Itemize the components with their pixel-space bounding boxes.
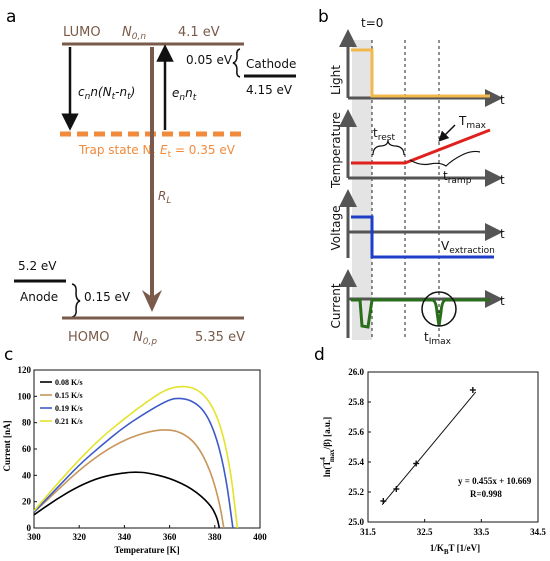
anode-energy: 5.2 eV — [18, 259, 57, 273]
tmax-arrow — [438, 124, 456, 142]
d-ytick-label: 25.6 — [348, 427, 364, 437]
tmax-label: Tmax — [458, 114, 487, 131]
c-xtick-label: 340 — [118, 532, 132, 542]
lumo-energy: 4.1 eV — [178, 25, 220, 40]
cathode-brace — [232, 48, 241, 78]
homo-label: HOMO — [68, 330, 109, 345]
anode-brace — [71, 283, 81, 318]
d-fit-line — [381, 391, 477, 506]
c-series-line — [33, 397, 234, 529]
n0p-label: N0,p — [133, 330, 157, 347]
rl-label: RL — [158, 189, 171, 206]
d-ytick-label: 25.2 — [348, 487, 364, 497]
t0-label: t=0 — [361, 16, 383, 30]
c-series-line — [33, 429, 225, 529]
c-xtick-label: 400 — [253, 532, 267, 542]
current-xlabel: t — [500, 294, 505, 308]
c-legend-label: 0.19 K/s — [55, 404, 83, 413]
d-ytick-label: 25.0 — [348, 517, 364, 527]
trap-label: Trap state Nt — [78, 143, 155, 160]
capture-label: cnn(Nt-nt) — [78, 85, 135, 102]
panel-d-ylabel: ln(T4max/β) [a.u.] — [319, 417, 336, 477]
imax-circle — [421, 291, 457, 327]
temp-xlabel: t — [500, 173, 505, 187]
c-series-line — [33, 471, 221, 529]
c-ytick-label: 80 — [22, 418, 32, 428]
trest-label: trest — [373, 126, 395, 143]
d-ytick-label: 26.0 — [348, 367, 364, 377]
c-ytick-label: 40 — [22, 470, 32, 480]
panel-c-xlabel: Temperature [K] — [114, 545, 179, 555]
panel-d-xlabel: 1/KBT [1/eV] — [430, 543, 480, 556]
c-xtick-label: 320 — [72, 532, 86, 542]
cathode-gap-label: 0.05 eV — [186, 53, 233, 67]
c-ytick-label: 20 — [22, 497, 32, 507]
d-xtick-label: 34.5 — [530, 527, 546, 537]
light-ylabel: Light — [329, 65, 343, 95]
panel-b-label: b — [318, 7, 329, 27]
panel-d-frame — [367, 371, 539, 523]
temp-ylabel: Temperature — [329, 112, 343, 189]
tramp-label: tramp — [443, 169, 472, 186]
c-series-line — [33, 385, 239, 529]
panel-d-label: d — [314, 345, 325, 365]
tramp-brace — [409, 150, 481, 167]
c-ytick-label: 60 — [22, 444, 32, 454]
d-xtick-label: 31.5 — [360, 527, 376, 537]
current-ylabel: Current — [329, 283, 343, 328]
vextraction-label: Vextraction — [441, 239, 495, 256]
cathode-energy: 4.15 eV — [246, 83, 293, 97]
voltage-xlabel: t — [500, 227, 505, 241]
panel-c: c 300 320 340 360 380 400 0 20 40 60 80 100 120 0.08… — [2, 345, 267, 555]
temp-trace — [351, 128, 491, 165]
c-xtick-label: 380 — [208, 532, 222, 542]
illumination-shade — [352, 40, 372, 340]
trest-brace — [372, 139, 405, 156]
panel-b: b t=0 Light t Temperature t trest tramp … — [318, 7, 505, 347]
d-xtick-label: 32.5 — [417, 527, 433, 537]
c-ytick-label: 0 — [27, 523, 32, 533]
c-legend-label: 0.21 K/s — [55, 417, 83, 426]
light-trace — [351, 48, 490, 98]
voltage-ylabel: Voltage — [329, 205, 343, 250]
panel-c-label: c — [4, 345, 13, 365]
panel-c-ylabel: Current [nA] — [2, 420, 12, 471]
fit-r-value: R=0.998 — [470, 489, 502, 499]
c-ytick-label: 120 — [18, 365, 32, 375]
c-ytick-label: 100 — [18, 391, 32, 401]
d-ytick-label: 25.4 — [348, 457, 364, 467]
emission-label: ennt — [172, 86, 197, 103]
fit-equation: y = 0.455x + 10.669 — [458, 476, 532, 486]
lumo-label: LUMO — [63, 25, 101, 40]
c-xtick-label: 360 — [163, 532, 177, 542]
anode-label: Anode — [20, 290, 58, 304]
panel-d: d 31.5 32.5 33.5 34.5 25.0 25.2 25.4 25.6 25.8 26… — [314, 345, 546, 556]
d-xtick-label: 33.5 — [473, 527, 489, 537]
c-legend-label: 0.08 K/s — [55, 378, 83, 387]
c-legend-label: 0.15 K/s — [55, 391, 83, 400]
d-ytick-label: 25.8 — [348, 397, 364, 407]
panel-a: a LUMO N0,n 4.1 eV 0.05 eV Cathode 4.15 … — [6, 7, 296, 347]
panel-a-label: a — [6, 7, 16, 27]
voltage-trace — [351, 215, 494, 259]
c-xtick-label: 300 — [27, 532, 41, 542]
trap-energy-label: Et = 0.35 eV — [160, 143, 236, 160]
anode-gap-label: 0.15 eV — [84, 290, 131, 304]
rl-arrow-head — [142, 290, 162, 312]
n0n-label: N0,n — [122, 25, 146, 42]
homo-energy: 5.35 eV — [195, 330, 245, 345]
timax-label: tImax — [424, 330, 452, 347]
light-xlabel: t — [500, 93, 505, 107]
cathode-label: Cathode — [246, 57, 296, 71]
current-trace — [351, 298, 490, 329]
